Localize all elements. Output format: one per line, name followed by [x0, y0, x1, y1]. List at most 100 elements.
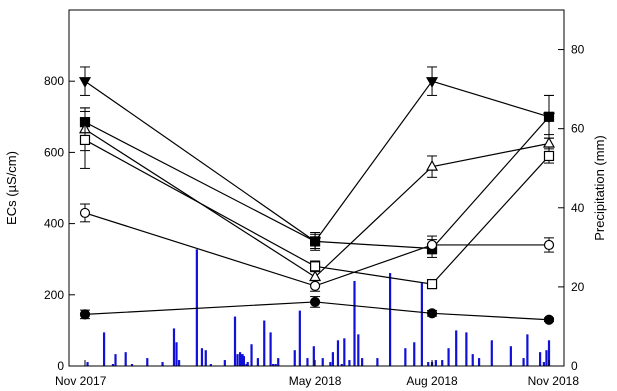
precipitation-bar	[340, 364, 343, 366]
data-point	[543, 150, 555, 162]
precipitation-bar	[329, 362, 332, 366]
precipitation-bar	[263, 320, 266, 366]
precipitation-bar	[526, 334, 529, 366]
y-tick-label: 800	[44, 74, 64, 88]
precipitation-bar	[490, 340, 493, 366]
series-line	[84, 80, 550, 243]
data-point	[79, 134, 91, 146]
data-point	[543, 239, 555, 251]
precipitation-bar	[509, 346, 512, 366]
left-y-axis: 0 200 400 600 800	[44, 74, 75, 373]
precipitation-bar	[246, 362, 249, 366]
precipitation-bar	[114, 354, 117, 366]
x-tick-label: Aug 2018	[406, 374, 458, 388]
data-point	[426, 77, 439, 88]
y-tick-label: 200	[44, 288, 64, 302]
precipitation-bar	[357, 334, 360, 366]
precipitation-bar	[241, 354, 244, 366]
precipitation-bar	[223, 360, 226, 366]
data-point	[309, 261, 321, 272]
series-line	[84, 301, 550, 321]
x-axis: Nov 2017 May 2018 Aug 2018 Nov 2018	[55, 360, 579, 388]
y2-axis-title: Precipitation (mm)	[592, 135, 607, 240]
precipitation-bar	[175, 342, 178, 366]
precipitation-bar	[86, 362, 89, 366]
data-point	[426, 308, 438, 319]
data-point	[309, 236, 321, 247]
y2-tick-label: 0	[571, 359, 578, 373]
y-tick-label: 400	[44, 217, 64, 231]
precipitation-bar	[361, 358, 364, 366]
precipitation-bar	[447, 348, 450, 366]
precipitation-bar	[245, 364, 248, 366]
precipitation-bar	[477, 358, 481, 366]
precipitation-bar	[376, 358, 379, 366]
data-point	[309, 296, 321, 308]
precipitation-bar	[312, 346, 315, 366]
ec-series-group	[79, 296, 555, 325]
data-point	[79, 207, 91, 219]
precipitation-bar	[293, 350, 296, 366]
precipitation-bar	[200, 348, 204, 366]
precipitation-bar	[471, 354, 474, 366]
series-line	[84, 139, 550, 285]
data-point	[543, 314, 555, 325]
ec-series-group	[78, 107, 556, 285]
precipitation-bar	[336, 340, 340, 366]
precipitation-bar	[124, 352, 127, 366]
precipitation-bar	[172, 328, 176, 366]
y2-tick-label: 80	[571, 43, 585, 57]
y2-tick-label: 60	[571, 122, 585, 136]
precipitation-bar	[420, 282, 423, 366]
precipitation-bar	[321, 358, 324, 366]
precipitation-bars	[86, 249, 551, 366]
precipitation-bar	[348, 360, 351, 366]
precipitation-bar	[298, 310, 301, 366]
data-point	[309, 270, 322, 282]
y-tick-label: 0	[57, 359, 64, 373]
y-tick-label: 600	[44, 145, 64, 159]
precipitation-bar	[236, 354, 239, 366]
precipitation-bar	[465, 332, 468, 366]
series-line	[84, 128, 550, 278]
precipitation-bar	[547, 340, 551, 366]
precipitation-bar	[250, 344, 253, 366]
precipitation-bar	[522, 358, 525, 366]
precipitation-bar	[130, 364, 134, 366]
ec-series-group	[79, 203, 555, 292]
data-point	[543, 111, 555, 122]
series-line	[84, 212, 549, 287]
plot-frame	[68, 9, 565, 367]
y2-tick-label: 40	[571, 201, 585, 215]
precipitation-bar	[233, 316, 237, 366]
precipitation-bar	[195, 249, 198, 366]
precipitation-bar	[343, 338, 346, 366]
precipitation-bar	[240, 354, 243, 366]
data-point	[426, 279, 438, 290]
precipitation-bar	[102, 332, 106, 366]
precipitation-bar	[204, 350, 207, 366]
right-y-axis: 0 20 40 60 80	[558, 43, 585, 373]
data-point	[309, 280, 321, 291]
ec-series-group	[79, 110, 555, 290]
precipitation-bar	[277, 358, 280, 366]
precipitation-bar	[441, 360, 444, 366]
precipitation-bar	[545, 350, 548, 366]
data-point	[426, 239, 438, 251]
precipitation-bar	[413, 342, 416, 366]
x-tick-label: May 2018	[289, 374, 342, 388]
precipitation-bar	[269, 332, 272, 366]
series-line	[84, 116, 550, 250]
x-tick-label: Nov 2017	[55, 374, 107, 388]
precipitation-bar	[238, 352, 242, 366]
precipitation-bar	[111, 364, 115, 366]
precipitation-bar	[427, 362, 430, 366]
x-tick-label: Nov 2018	[528, 374, 580, 388]
data-point	[426, 159, 439, 171]
y-axis-title: ECs (µS/cm)	[4, 151, 19, 225]
precipitation-bar	[388, 273, 392, 366]
precipitation-bar	[306, 358, 309, 366]
ec-series	[78, 66, 556, 325]
precipitation-bar	[274, 364, 277, 366]
precipitation-bar	[256, 358, 259, 366]
